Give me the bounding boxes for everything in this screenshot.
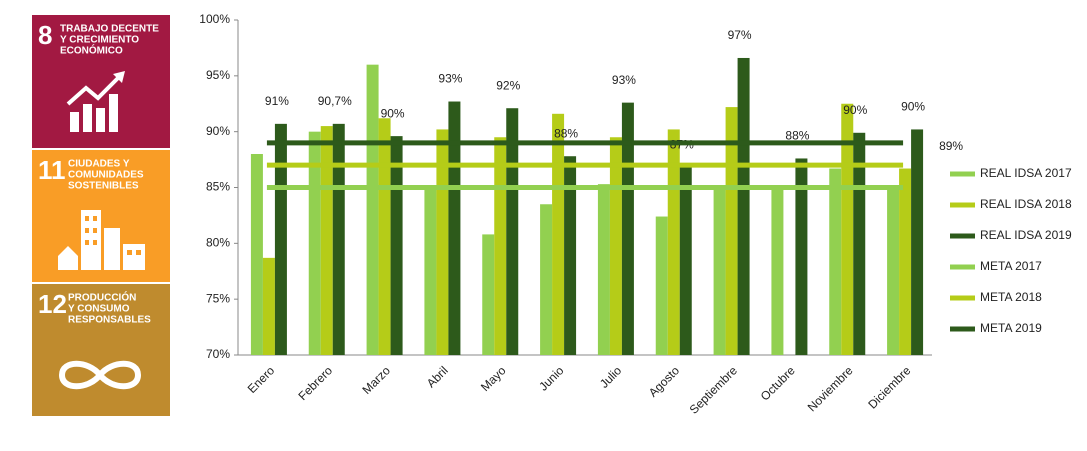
sdg-number: 12 (38, 289, 67, 319)
bar (899, 168, 912, 355)
bar (609, 137, 622, 355)
legend-label: META 2019 (980, 321, 1042, 335)
bar (390, 136, 403, 355)
data-label: 91% (265, 94, 289, 108)
bar (320, 126, 333, 355)
legend-label: META 2018 (980, 290, 1042, 304)
data-label: 93% (612, 73, 636, 87)
x-tick-label: Mayo (478, 363, 509, 394)
y-tick-label: 100% (199, 12, 230, 26)
data-label: 93% (438, 72, 462, 86)
bar (552, 113, 565, 355)
bar (564, 156, 577, 355)
data-label: 88% (785, 129, 809, 143)
x-tick-label: Marzo (359, 363, 393, 397)
y-tick-label: 85% (206, 180, 230, 194)
x-tick-label: Febrero (295, 363, 335, 403)
bar (274, 123, 287, 355)
bar (887, 187, 900, 355)
bar (829, 168, 842, 355)
bar (679, 167, 692, 355)
bar (911, 129, 924, 355)
y-tick-label: 70% (206, 347, 230, 361)
bar (713, 186, 726, 355)
legend-label: REAL IDSA 2018 (980, 197, 1072, 211)
x-tick-label: Octubre (758, 363, 798, 403)
sdg-title: TRABAJO DECENTE (60, 24, 159, 35)
sdg-11-icon (58, 210, 145, 270)
bar (366, 64, 379, 356)
legend-label: REAL IDSA 2017 (980, 166, 1072, 180)
sdg-title: SOSTENIBLES (68, 181, 139, 192)
y-tick-label: 80% (206, 236, 230, 250)
x-tick-label: Agosto (646, 363, 683, 400)
legend-label: META 2017 (980, 259, 1042, 273)
bar (597, 184, 610, 355)
y-tick-label: 95% (206, 68, 230, 82)
bar (332, 123, 345, 355)
y-tick-label: 90% (206, 124, 230, 138)
sdg-title: PRODUCCIÓN (68, 291, 136, 304)
y-tick-label: 75% (206, 291, 230, 305)
bar (771, 187, 784, 355)
bar (482, 234, 495, 355)
data-label: 90,7% (318, 94, 352, 108)
data-label: 97% (728, 28, 752, 42)
x-tick-label: Julio (597, 363, 625, 391)
data-label: 89% (939, 139, 963, 153)
sdg-number: 11 (38, 155, 66, 185)
sdg-title: Y CONSUMO (68, 304, 130, 315)
bar (795, 158, 808, 355)
legend-label: REAL IDSA 2019 (980, 228, 1072, 242)
data-label: 90% (901, 100, 925, 114)
sdg-title: COMUNIDADES (68, 170, 144, 181)
bar (506, 108, 519, 355)
sdg-8-icon (66, 71, 125, 132)
x-tick-label: Septiembre (687, 363, 741, 417)
data-label: 90% (843, 103, 867, 117)
bar (448, 101, 461, 356)
sdg-12 (32, 284, 170, 416)
bar (378, 118, 391, 356)
x-tick-label: Enero (245, 363, 278, 396)
bar (494, 137, 507, 355)
sdg-12-icon (58, 360, 142, 390)
bar (655, 216, 668, 355)
bar (540, 204, 553, 355)
data-label: 90% (381, 106, 405, 120)
bar (262, 257, 275, 355)
bar (250, 154, 263, 355)
sdg-number: 8 (38, 20, 52, 50)
sdg-title: Y CRECIMIENTO (60, 35, 139, 46)
bar (737, 57, 750, 355)
x-tick-label: Abril (424, 363, 451, 390)
x-tick-label: Junio (536, 363, 566, 393)
x-tick-label: Noviembre (805, 363, 856, 414)
sdg-title: RESPONSABLES (68, 315, 151, 326)
bar (725, 107, 738, 355)
data-label: 92% (496, 78, 520, 92)
data-label: 88% (554, 126, 578, 140)
sdg-title: ECONÓMICO (60, 44, 123, 57)
x-tick-label: Diciembre (865, 363, 913, 411)
sdg-title: CIUDADES Y (68, 159, 130, 170)
bar (424, 187, 437, 355)
